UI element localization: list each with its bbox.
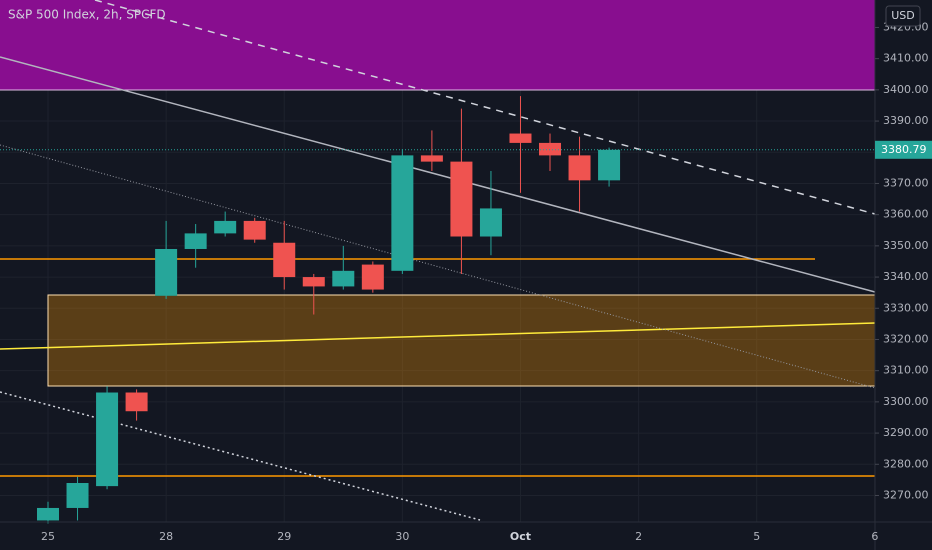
trend-line [0, 144, 876, 389]
axes: 3270.00 3280.00 3290.00 3300.00 3310.00 3320.… [41, 20, 932, 543]
candle-body [450, 161, 473, 237]
chart-title: S&P 500 Index, 2h, SPCFD [8, 8, 166, 22]
y-tick-label: 3290.00 [883, 426, 929, 439]
candle-body [391, 155, 414, 271]
candle-body [96, 392, 119, 487]
candle-body [598, 149, 621, 181]
x-tick-label: 28 [159, 530, 173, 543]
y-tick-label: 3360.00 [883, 208, 929, 221]
candle-body [539, 142, 562, 156]
y-tick-label: 3350.00 [883, 239, 929, 252]
candle-body [125, 392, 148, 412]
resistance-zone [0, 0, 875, 90]
y-tick-label: 3270.00 [883, 488, 929, 501]
candle-body [214, 220, 237, 234]
last-price-box [875, 140, 932, 159]
trend-line [0, 56, 876, 293]
candle-body [568, 155, 591, 181]
x-tick-label: 29 [277, 530, 291, 543]
x-tick-label: 30 [395, 530, 409, 543]
y-tick-label: 3340.00 [883, 270, 929, 283]
candle-body [66, 482, 89, 508]
y-tick-label: 3310.00 [883, 364, 929, 377]
last-price-label: 3380.79 [881, 143, 927, 156]
y-tick-label: 3400.00 [883, 83, 929, 96]
x-tick-label: Oct [510, 530, 531, 543]
y-tick-label: 3300.00 [883, 395, 929, 408]
candle-body [243, 220, 266, 240]
y-tick-label: 3330.00 [883, 301, 929, 314]
candle-body [361, 264, 384, 290]
x-tick-label: 5 [753, 530, 760, 543]
x-tick-label: 2 [635, 530, 642, 543]
candle-body [332, 270, 355, 287]
x-tick-label: 6 [871, 530, 878, 543]
candle-body [479, 208, 502, 237]
y-tick-label: 3390.00 [883, 114, 929, 127]
y-tick-label: 3280.00 [883, 457, 929, 470]
candle-body [37, 507, 59, 521]
candle-body [155, 248, 178, 296]
support-box [47, 294, 876, 387]
y-tick-label: 3410.00 [883, 52, 929, 65]
trend-line [94, 0, 876, 215]
currency-box [885, 5, 921, 27]
candles [0, 96, 875, 524]
x-tick-label: 25 [41, 530, 55, 543]
candle-body [302, 277, 325, 287]
candle-body [509, 133, 532, 143]
currency-label: USD [891, 9, 915, 22]
candle-body [420, 155, 443, 162]
candle-body [184, 233, 207, 249]
candle-body [273, 242, 296, 278]
trend-line [0, 322, 876, 350]
y-tick-label: 3320.00 [883, 332, 929, 345]
y-tick-label: 3370.00 [883, 176, 929, 189]
